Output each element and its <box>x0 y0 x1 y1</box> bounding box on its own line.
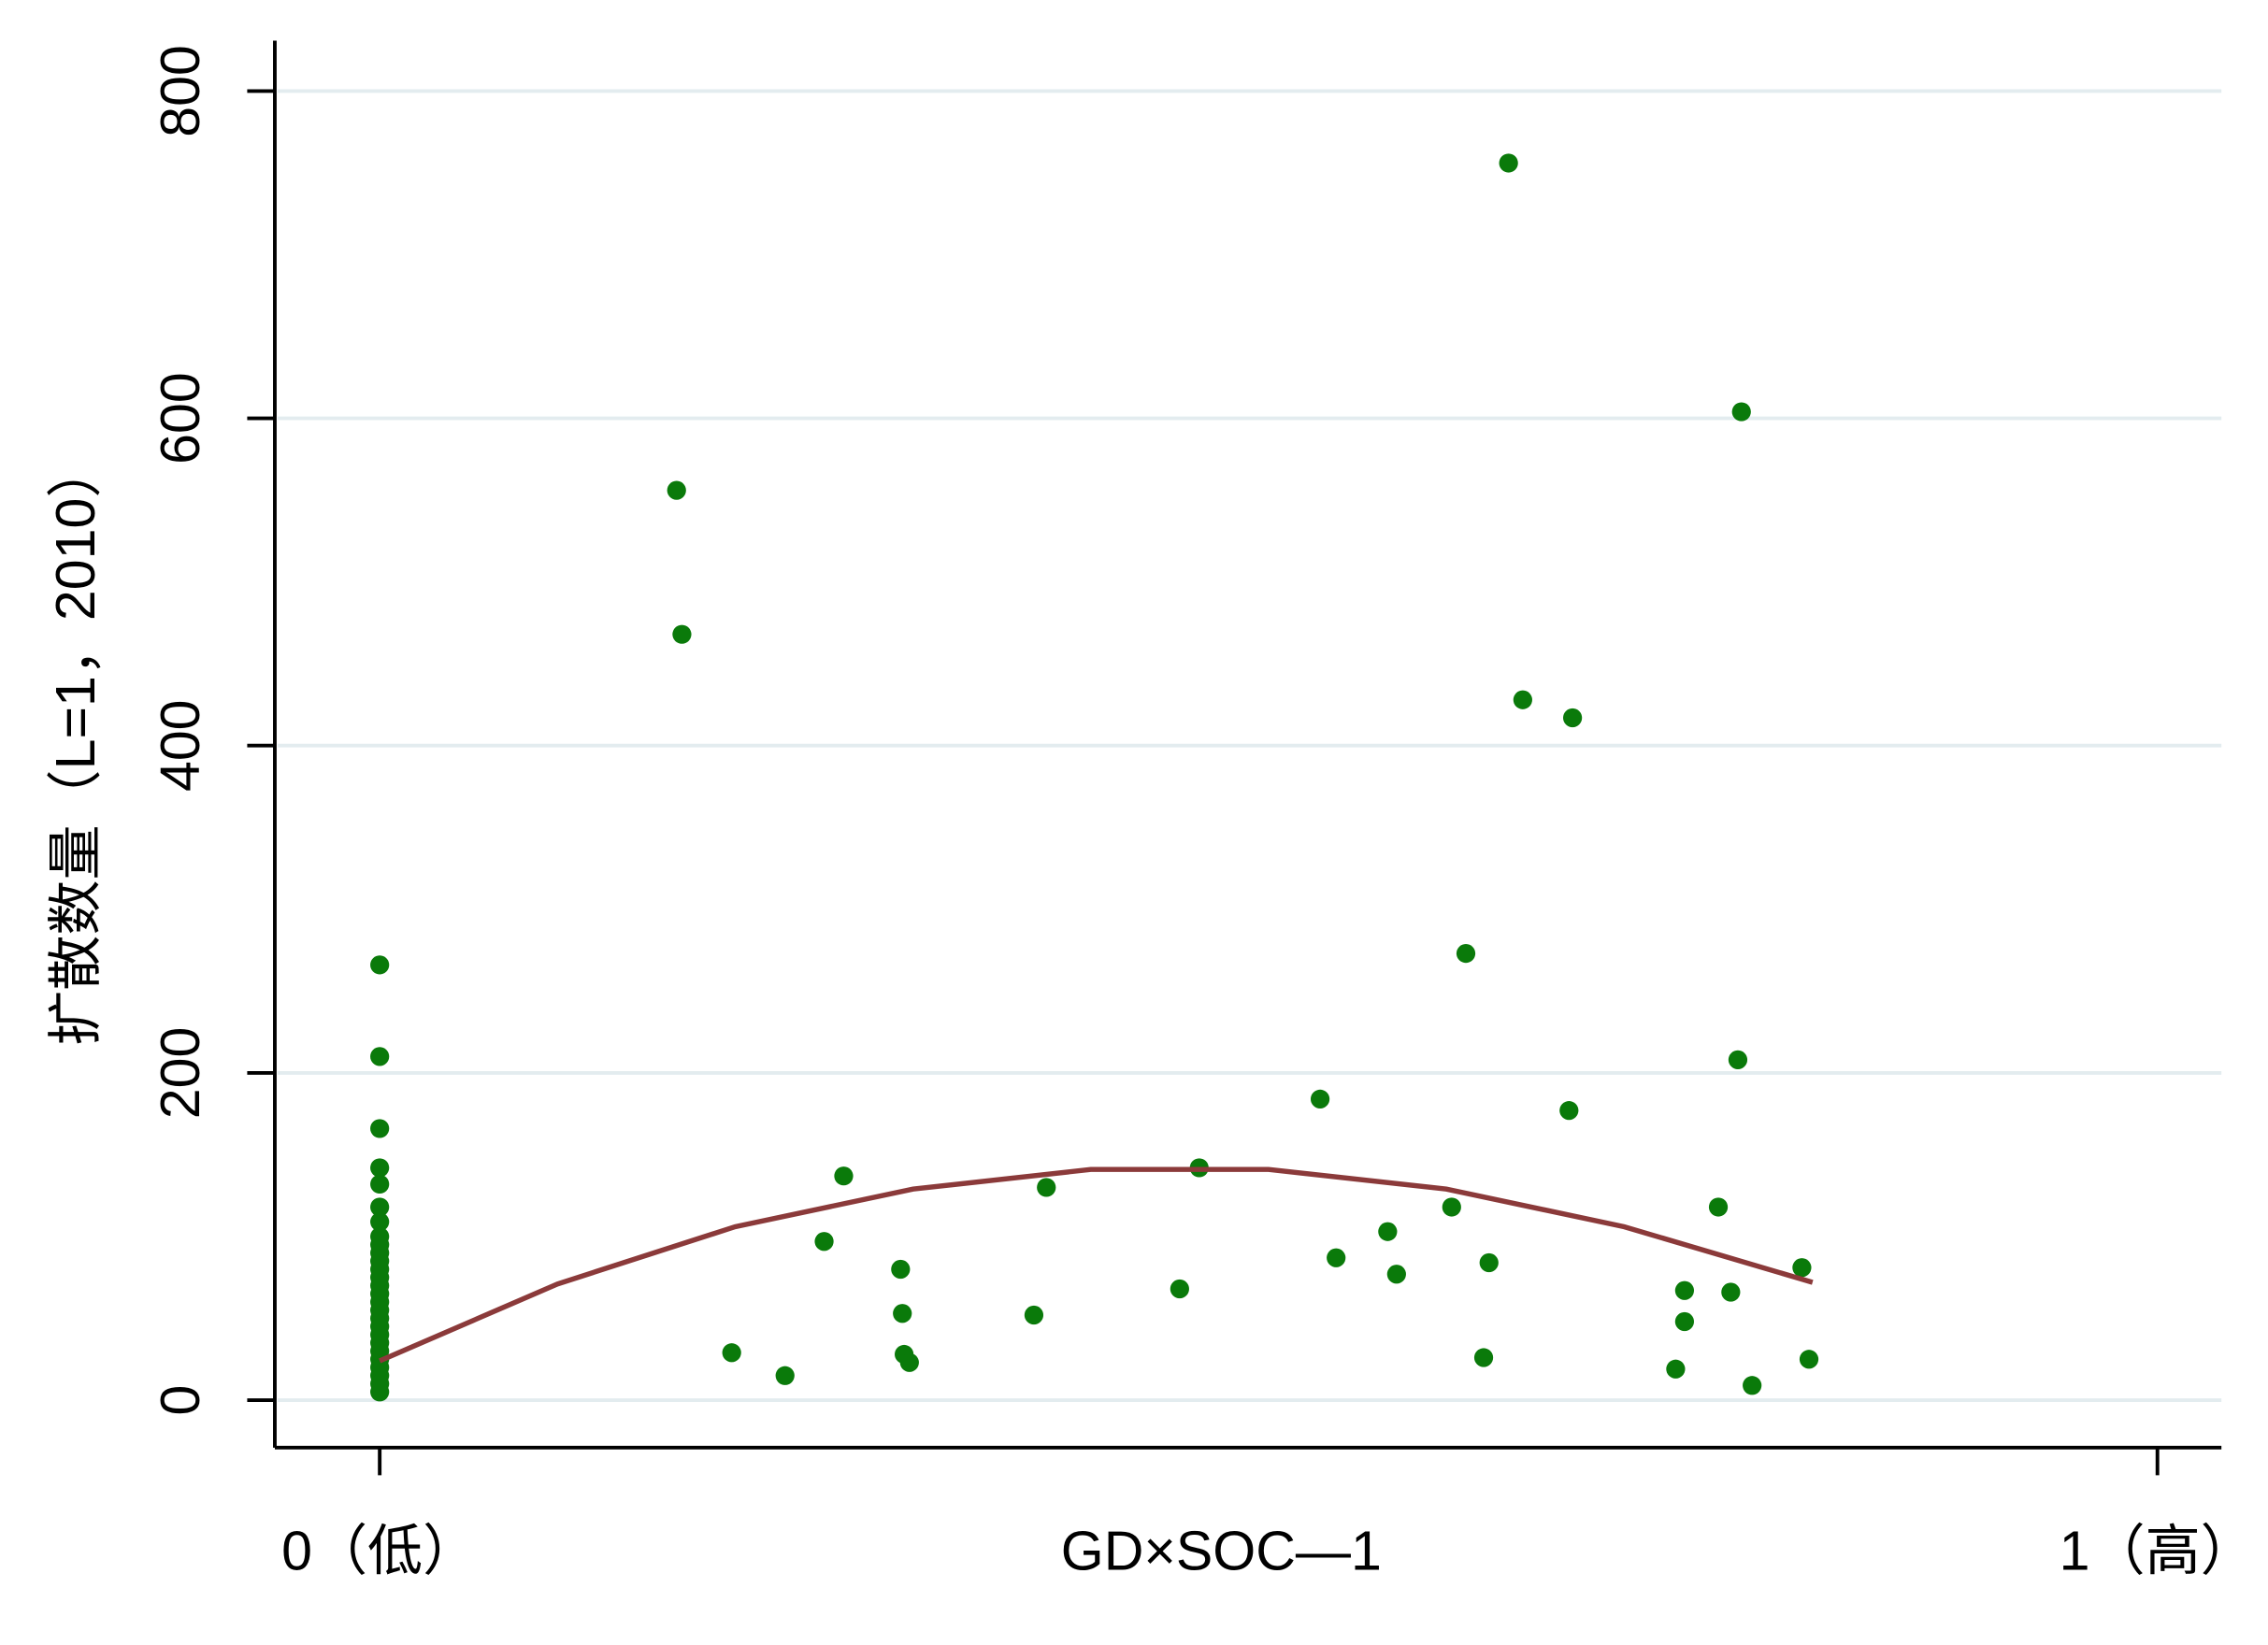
y-tick-label: 600 <box>150 372 211 465</box>
x-axis-label: GD×SOC—1 <box>1061 1521 1382 1582</box>
scatter-point <box>893 1304 912 1323</box>
scatter-point <box>370 1197 390 1217</box>
scatter-point <box>1666 1359 1686 1379</box>
scatter-point <box>899 1352 919 1372</box>
scatter-point <box>370 1119 390 1138</box>
scatter-point <box>370 1174 390 1194</box>
scatter-point <box>1024 1305 1044 1325</box>
scatter-point <box>370 1212 390 1232</box>
scatter-point <box>814 1232 834 1252</box>
scatter-point <box>1799 1350 1819 1369</box>
y-tick-label: 200 <box>150 1027 211 1120</box>
scatter-point <box>891 1259 911 1280</box>
scatter-point <box>1743 1376 1762 1395</box>
scatter-point <box>1378 1222 1398 1241</box>
scatter-point <box>834 1166 854 1186</box>
y-tick-label: 400 <box>150 699 211 792</box>
scatter-point <box>1792 1258 1812 1278</box>
scatter-point <box>1728 1050 1748 1069</box>
scatter-point <box>667 480 686 500</box>
y-tick-label: 0 <box>150 1385 211 1416</box>
scatter-point <box>370 955 390 975</box>
scatter-point <box>1559 1101 1579 1121</box>
scatter-point <box>370 1382 390 1402</box>
scatter-point <box>1674 1280 1695 1300</box>
scatter-point <box>1310 1089 1330 1109</box>
scatter-point <box>1708 1197 1729 1217</box>
scatter-point <box>370 1047 390 1066</box>
fit-line <box>379 1166 1814 1364</box>
scatter-point <box>1721 1282 1741 1302</box>
scatter-point <box>1513 690 1532 709</box>
y-axis-label: 扩散数量（L=1，2010） <box>45 443 107 1046</box>
scatter-point <box>1170 1279 1189 1299</box>
scatter-point <box>1037 1178 1056 1197</box>
scatter-point <box>1499 153 1518 173</box>
scatter-point <box>1562 708 1583 728</box>
x-tick-label: 0（低） <box>281 1521 478 1582</box>
x-tick-label: 1（高） <box>2060 1521 2256 1582</box>
scatter-point <box>1386 1265 1406 1284</box>
scatter-point <box>1674 1311 1695 1332</box>
scatter-point <box>370 1158 390 1178</box>
scatter-point <box>1442 1197 1461 1217</box>
scatter-point <box>1479 1252 1499 1273</box>
scatter-point <box>1731 402 1751 422</box>
y-tick-label: 800 <box>150 45 211 137</box>
scatter-point <box>1456 943 1476 964</box>
scatter-point <box>775 1366 795 1385</box>
scatter-point <box>722 1343 741 1363</box>
scatter-point <box>672 624 692 644</box>
scatter-point <box>1327 1248 1346 1267</box>
scatter-point <box>1473 1348 1494 1367</box>
